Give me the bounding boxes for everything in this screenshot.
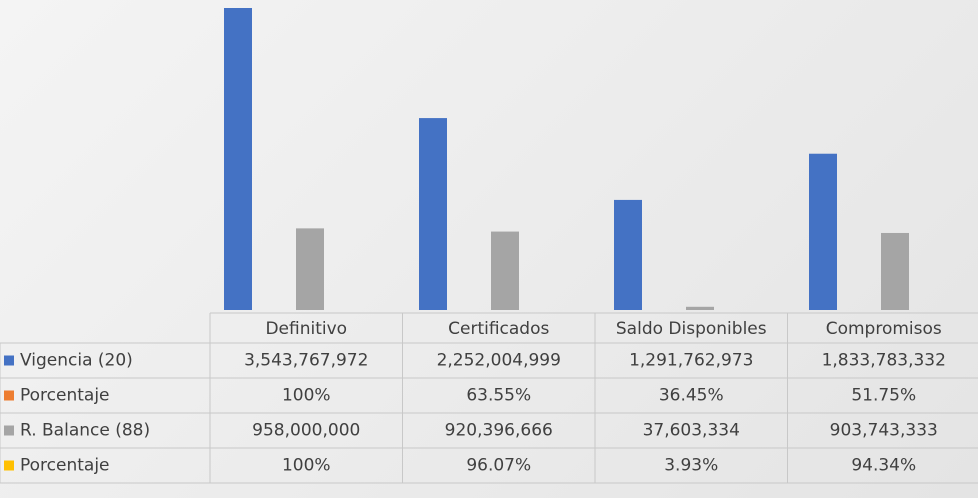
table-cell: 3.93% [664, 456, 718, 476]
bar [491, 231, 519, 310]
table-cell: 100% [282, 456, 331, 476]
bar [809, 153, 837, 310]
table-cell: 100% [282, 386, 331, 406]
column-header: Certificados [448, 319, 549, 339]
table-cell: 2,252,004,999 [437, 351, 561, 371]
bar [296, 228, 324, 310]
legend-key [4, 425, 14, 436]
legend-key [4, 460, 14, 471]
table-cell: 3,543,767,972 [244, 351, 368, 371]
table-cell: 96.07% [466, 456, 531, 476]
table-cell: 903,743,333 [830, 421, 938, 441]
table-cell: 1,291,762,973 [629, 351, 753, 371]
legend-label: Porcentaje [20, 386, 110, 406]
bar [614, 199, 642, 310]
table-cell: 1,833,783,332 [822, 351, 946, 371]
column-header: Definitivo [265, 319, 347, 339]
column-header: Compromisos [826, 319, 942, 339]
bar [881, 232, 909, 310]
legend-key [4, 355, 14, 366]
column-header: Saldo Disponibles [616, 319, 767, 339]
legend-label: R. Balance (88) [20, 421, 150, 441]
table-cell: 36.45% [659, 386, 724, 406]
table-cell: 63.55% [466, 386, 531, 406]
legend-label: Vigencia (20) [20, 351, 133, 371]
bar [419, 118, 447, 310]
table-cell: 94.34% [851, 456, 916, 476]
bar [224, 8, 252, 310]
table-cell: 920,396,666 [445, 421, 553, 441]
bar [686, 306, 714, 310]
table-cell: 51.75% [851, 386, 916, 406]
table-cell: 958,000,000 [252, 421, 360, 441]
table-cell: 37,603,334 [643, 421, 740, 441]
legend-label: Porcentaje [20, 456, 110, 476]
legend-key [4, 390, 14, 401]
